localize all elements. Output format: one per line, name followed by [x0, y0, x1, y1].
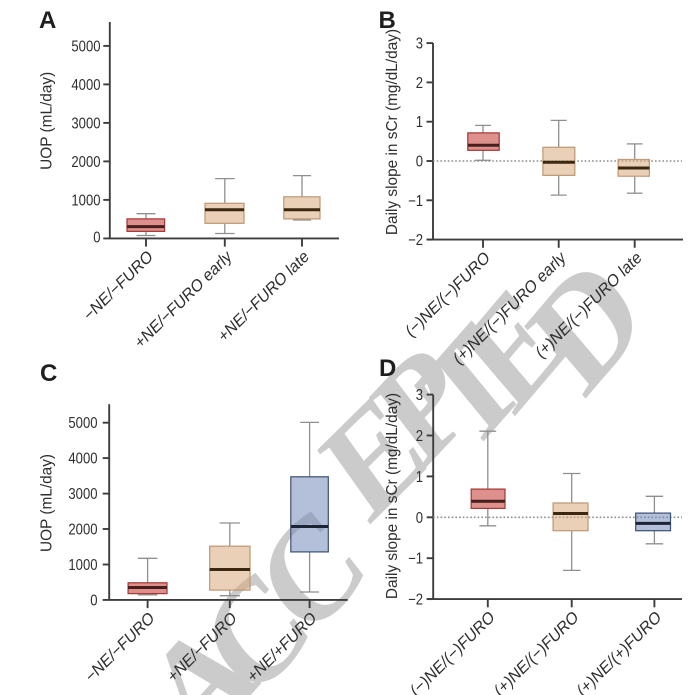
svg-text:5000: 5000 — [71, 38, 100, 55]
svg-text:0: 0 — [93, 230, 100, 247]
svg-text:2: 2 — [416, 75, 423, 92]
svg-text:1000: 1000 — [68, 557, 97, 574]
svg-text:B: B — [379, 7, 396, 34]
svg-text:1: 1 — [416, 469, 423, 486]
svg-text:0: 0 — [416, 510, 423, 527]
svg-text:5000: 5000 — [68, 415, 97, 432]
svg-text:1000: 1000 — [71, 192, 100, 209]
svg-text:UOP (mL/day): UOP (mL/day) — [39, 454, 56, 552]
svg-text:0: 0 — [416, 154, 423, 171]
svg-text:2000: 2000 — [68, 522, 97, 539]
svg-text:2000: 2000 — [71, 154, 100, 171]
svg-text:−1: −1 — [408, 193, 423, 210]
svg-text:−1: −1 — [408, 551, 423, 568]
svg-text:D: D — [379, 355, 396, 382]
svg-text:UOP (mL/day): UOP (mL/day) — [39, 72, 56, 170]
svg-text:Daily slope in sCr (mg/dL/day): Daily slope in sCr (mg/dL/day) — [384, 393, 401, 599]
svg-text:−2: −2 — [408, 232, 423, 249]
svg-text:1: 1 — [416, 114, 423, 131]
svg-text:4000: 4000 — [71, 77, 100, 94]
svg-text:4000: 4000 — [68, 451, 97, 468]
svg-text:A: A — [39, 7, 56, 34]
svg-text:Daily slope in sCr (mg/dL/day): Daily slope in sCr (mg/dL/day) — [384, 29, 401, 235]
svg-text:3000: 3000 — [71, 115, 100, 132]
svg-text:−2: −2 — [408, 592, 423, 609]
svg-text:3: 3 — [416, 387, 423, 404]
svg-text:3000: 3000 — [68, 486, 97, 503]
svg-text:3: 3 — [416, 36, 423, 53]
svg-text:2: 2 — [416, 428, 423, 445]
svg-text:C: C — [40, 360, 57, 387]
svg-text:0: 0 — [90, 593, 97, 610]
